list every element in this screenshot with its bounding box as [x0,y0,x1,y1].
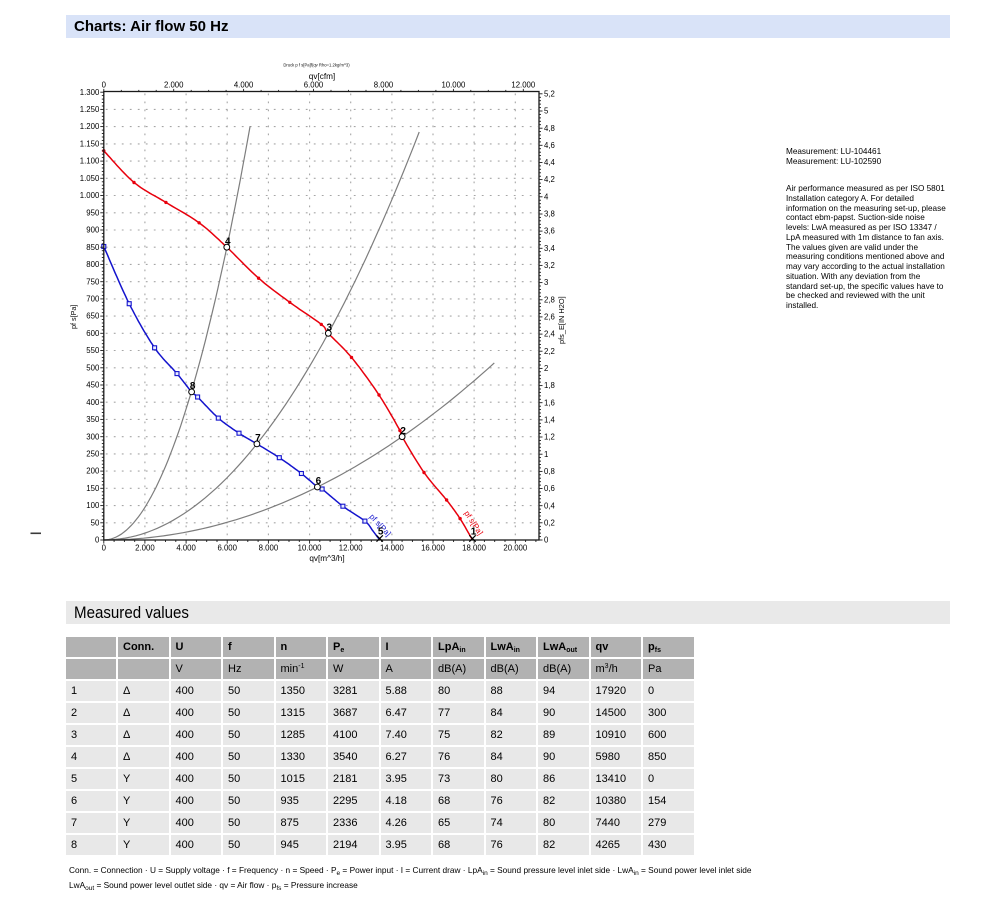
svg-text:400: 400 [86,398,100,407]
svg-text:550: 550 [86,346,100,355]
svg-text:150: 150 [86,484,100,493]
svg-text:950: 950 [86,208,100,217]
svg-text:4: 4 [544,192,549,201]
svg-text:5: 5 [544,107,549,116]
svg-text:1.100: 1.100 [80,157,100,166]
svg-text:1.200: 1.200 [80,122,100,131]
svg-text:350: 350 [86,415,100,424]
svg-text:500: 500 [86,363,100,372]
svg-text:0,4: 0,4 [544,501,556,510]
svg-text:0: 0 [102,544,107,553]
svg-text:5,2: 5,2 [544,89,555,98]
svg-text:16.000: 16.000 [421,544,446,553]
svg-text:18.000: 18.000 [462,544,487,553]
svg-text:650: 650 [86,312,100,321]
svg-text:2: 2 [544,364,548,373]
svg-text:3,4: 3,4 [544,244,556,253]
svg-text:pf s[Pa]: pf s[Pa] [69,305,78,329]
svg-text:300: 300 [86,432,100,441]
svg-text:7: 7 [255,433,261,444]
svg-text:1.250: 1.250 [80,105,100,114]
svg-text:800: 800 [86,260,100,269]
svg-text:1.000: 1.000 [80,191,100,200]
svg-text:4,8: 4,8 [544,124,555,133]
svg-text:1,6: 1,6 [544,398,555,407]
svg-text:12.000: 12.000 [339,544,364,553]
svg-text:8: 8 [190,381,196,392]
svg-text:1,2: 1,2 [544,433,555,442]
svg-text:20.000: 20.000 [503,544,528,553]
svg-text:4.000: 4.000 [176,544,196,553]
svg-text:2,6: 2,6 [544,313,555,322]
svg-text:450: 450 [86,381,100,390]
svg-text:6.000: 6.000 [304,81,324,90]
svg-text:200: 200 [86,467,100,476]
svg-text:3: 3 [327,322,333,333]
svg-text:3,2: 3,2 [544,261,555,270]
svg-text:6: 6 [316,476,322,487]
svg-text:700: 700 [86,295,100,304]
svg-text:2,4: 2,4 [544,330,556,339]
svg-text:10.000: 10.000 [441,81,466,90]
svg-text:2,8: 2,8 [544,295,555,304]
svg-text:750: 750 [86,277,100,286]
svg-text:12.000: 12.000 [511,81,536,90]
svg-text:Druck p f s[Pa]f(qv Rho=1.2kg/: Druck p f s[Pa]f(qv Rho=1.2kg/m^3) [283,63,350,68]
svg-text:4,2: 4,2 [544,175,555,184]
svg-text:5: 5 [378,527,384,538]
svg-text:900: 900 [86,226,100,235]
svg-text:0,2: 0,2 [544,518,555,527]
svg-text:3,8: 3,8 [544,210,555,219]
svg-text:50: 50 [91,518,100,527]
svg-text:250: 250 [86,450,100,459]
svg-text:1: 1 [471,527,477,538]
svg-text:1.150: 1.150 [80,140,100,149]
svg-text:2,2: 2,2 [544,347,555,356]
svg-text:6.000: 6.000 [217,544,237,553]
svg-text:8.000: 8.000 [259,544,279,553]
svg-text:3,6: 3,6 [544,227,555,236]
svg-text:0: 0 [95,536,100,545]
svg-text:3: 3 [544,278,548,287]
svg-text:0,6: 0,6 [544,484,555,493]
svg-text:qv[cfm]: qv[cfm] [309,72,335,81]
svg-text:pfs_E[IN H2O]: pfs_E[IN H2O] [557,296,566,344]
svg-text:1.050: 1.050 [80,174,100,183]
svg-text:qv[m^3/h]: qv[m^3/h] [309,554,344,563]
svg-text:2: 2 [400,426,406,437]
svg-text:10.000: 10.000 [298,544,323,553]
svg-text:2.000: 2.000 [135,544,155,553]
svg-text:4: 4 [225,236,231,247]
svg-text:2.000: 2.000 [164,81,184,90]
svg-text:4,6: 4,6 [544,141,555,150]
svg-text:0: 0 [102,81,107,90]
svg-text:1.300: 1.300 [80,88,100,97]
svg-text:1: 1 [544,450,548,459]
svg-text:8.000: 8.000 [374,81,394,90]
svg-text:850: 850 [86,243,100,252]
svg-text:4.000: 4.000 [234,81,254,90]
svg-text:1,8: 1,8 [544,381,555,390]
svg-text:4,4: 4,4 [544,158,556,167]
svg-text:14.000: 14.000 [380,544,405,553]
svg-text:0: 0 [544,536,549,545]
svg-text:1,4: 1,4 [544,416,556,425]
svg-text:0,8: 0,8 [544,467,555,476]
svg-text:600: 600 [86,329,100,338]
svg-text:100: 100 [86,501,100,510]
